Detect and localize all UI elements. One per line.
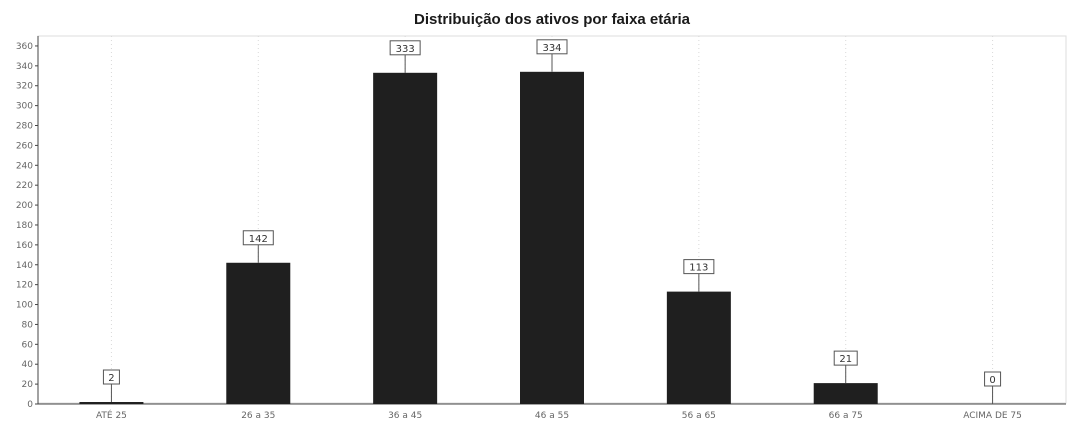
data-label: 333 <box>396 44 415 55</box>
x-axis-ticks: ATÉ 25 26 a 35 36 a 45 46 a 55 56 a 65 66 a 7… <box>96 409 1022 421</box>
bar <box>373 72 438 405</box>
x-tick-label: 56 a 65 <box>682 411 716 421</box>
y-tick-label: 260 <box>16 141 33 151</box>
x-tick-label: 46 a 55 <box>535 411 569 421</box>
x-tick-label: 36 a 45 <box>388 411 422 421</box>
y-tick-label: 160 <box>16 241 33 251</box>
bar <box>520 71 584 404</box>
y-tick-label: 20 <box>22 380 34 390</box>
data-label: 334 <box>542 43 561 54</box>
x-tick-label: ACIMA DE 75 <box>963 411 1022 421</box>
data-label-box <box>389 40 421 56</box>
y-tick-label: 180 <box>16 221 33 231</box>
bar <box>79 402 144 404</box>
x-tick-label: 66 a 75 <box>829 411 863 421</box>
data-label-box <box>683 259 715 275</box>
bar <box>226 262 291 404</box>
y-tick-label: 240 <box>16 161 33 171</box>
y-tick-label: 320 <box>16 82 33 92</box>
data-label: 142 <box>249 234 268 245</box>
y-tick-label: 280 <box>16 122 33 132</box>
x-tick-label: ATÉ 25 <box>96 409 127 421</box>
y-tick-label: 220 <box>16 181 33 191</box>
data-label-box <box>984 371 1002 387</box>
y-tick-label: 300 <box>16 102 33 112</box>
y-tick-label: 40 <box>22 360 34 370</box>
bars: 2 142 333 334 113 21 0 <box>79 39 1002 405</box>
data-label-box <box>102 369 120 385</box>
y-tick-label: 100 <box>16 301 33 311</box>
data-label: 0 <box>989 375 995 386</box>
data-label-box <box>833 350 858 366</box>
data-label: 21 <box>839 354 852 365</box>
bar <box>813 383 878 404</box>
y-tick-label: 120 <box>16 281 33 291</box>
bar <box>666 291 731 404</box>
chart-title: Distribuição dos ativos por faixa etária <box>414 11 691 28</box>
data-label: 2 <box>108 373 114 384</box>
y-tick-label: 80 <box>22 320 34 330</box>
y-tick-label: 340 <box>16 62 33 72</box>
y-tick-label: 0 <box>27 400 33 410</box>
data-label-box <box>242 230 274 246</box>
y-tick-label: 140 <box>16 261 33 271</box>
y-tick-label: 200 <box>16 201 33 211</box>
data-label: 113 <box>689 263 708 274</box>
x-tick-label: 26 a 35 <box>241 411 275 421</box>
y-tick-label: 60 <box>22 340 34 350</box>
data-label-box <box>536 39 568 55</box>
y-tick-label: 360 <box>16 42 33 52</box>
y-axis-ticks: 0 20 40 60 80 100 120 140 160 180 200 220 240 260 280 3… <box>16 42 38 410</box>
